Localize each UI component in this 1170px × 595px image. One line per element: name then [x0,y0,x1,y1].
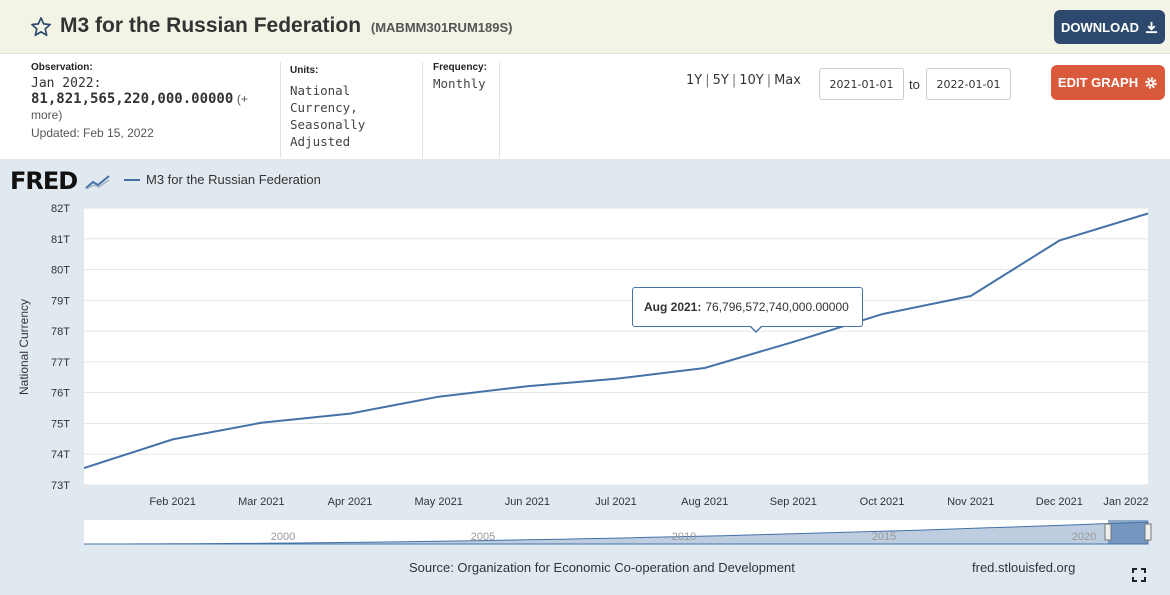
download-icon [1145,21,1158,33]
y-axis-label: National Currency [17,299,31,395]
range-max[interactable]: Max [774,73,801,88]
range-selector: 1Y | 5Y | 10Y | Max [686,73,801,88]
series-line[interactable] [83,212,1149,470]
fullscreen-icon[interactable] [1132,568,1146,582]
updated-date: Updated: Feb 15, 2022 [31,126,154,140]
divider [280,62,281,158]
units-value: National Currency, Seasonally Adjusted [290,83,366,149]
navigator-tick-label: 2020 [1072,531,1096,543]
fred-chart-icon [84,175,110,190]
star-outline-icon[interactable] [30,16,52,38]
y-tick-label: 78T [51,326,70,338]
series-id: (MABMM301RUM189S) [370,20,513,35]
y-tick-label: 73T [51,480,70,492]
navigator-series [84,521,1149,545]
navigator-handle-right[interactable] [1144,523,1152,541]
source-text: Source: Organization for Economic Co-ope… [409,560,795,575]
units-label: Units: [290,65,319,76]
range-5y[interactable]: 5Y [712,73,729,88]
range-1y[interactable]: 1Y [686,73,703,88]
x-tick-label: Mar 2021 [238,496,284,508]
x-tick-label: Dec 2021 [1036,496,1083,508]
download-button[interactable]: DOWNLOAD [1054,10,1165,44]
y-tick-label: 79T [51,295,70,307]
fred-logo-text: FRED [10,167,78,195]
x-tick-label: Apr 2021 [328,496,373,508]
navigator-tick-label: 2000 [271,531,295,543]
edit-graph-button[interactable]: EDIT GRAPH [1051,65,1165,100]
download-label: DOWNLOAD [1061,19,1139,35]
start-date-input[interactable]: 2021-01-01 [819,68,904,100]
navigator-tick-label: 2005 [471,531,495,543]
plot-area [84,208,1148,485]
chart-legend[interactable]: M3 for the Russian Federation [124,172,321,187]
x-tick-label: Nov 2021 [947,496,994,508]
x-tick-label: Jun 2021 [505,496,550,508]
y-tick-label: 74T [51,449,70,461]
y-tick-label: 82T [51,203,70,215]
y-tick-label: 75T [51,418,70,430]
fred-url[interactable]: fred.stlouisfed.org [972,560,1076,575]
divider [422,62,423,158]
observation-value: 81,821,565,220,000.00000 [31,91,234,107]
edit-graph-label: EDIT GRAPH [1057,75,1139,90]
x-tick-label: Feb 2021 [149,496,195,508]
observation-period: Jan 2022: [31,76,102,91]
range-10y[interactable]: 10Y [739,73,764,88]
observation-block: Observation: Jan 2022: 81,821,565,220,00… [31,62,276,140]
navigator-tick-label: 2015 [872,531,896,543]
series-title: M3 for the Russian Federation [60,14,362,37]
fred-logo: FRED [10,167,111,195]
frequency-block: Frequency: Monthly [433,62,503,91]
more-link[interactable]: (+ more) [31,92,248,122]
navigator-handle-left[interactable] [1104,523,1112,541]
observation-label: Observation: [31,62,93,73]
divider [499,62,500,158]
navigator[interactable] [84,520,1148,544]
navigator-selection[interactable] [1108,520,1148,544]
gear-icon [1145,76,1157,89]
tooltip-arrow-inner [750,325,762,331]
legend-swatch [124,178,140,181]
y-tick-label: 80T [51,265,70,277]
frequency-value: Monthly [433,76,486,91]
navigator-tick-label: 2010 [672,531,696,543]
header-bar: M3 for the Russian Federation (MABMM301R… [0,0,1170,54]
x-tick-label: May 2021 [415,496,463,508]
x-tick-label: Jan 2022 [1103,496,1148,508]
x-tick-label: Jul 2021 [595,496,637,508]
tooltip-label: Aug 2021: [644,300,702,314]
y-tick-label: 81T [51,234,70,246]
to-label: to [909,77,920,92]
end-date-input[interactable]: 2022-01-01 [926,68,1011,100]
y-tick-label: 77T [51,357,70,369]
x-tick-label: Oct 2021 [860,496,905,508]
x-tick-label: Sep 2021 [770,496,817,508]
chart-tooltip: Aug 2021: 76,796,572,740,000.00000 [632,287,863,327]
frequency-label: Frequency: [433,62,487,73]
tooltip-value: 76,796,572,740,000.00000 [705,300,849,314]
units-block: Units: National Currency, Seasonally Adj… [290,62,420,150]
page-title: M3 for the Russian Federation (MABMM301R… [60,14,512,38]
legend-label: M3 for the Russian Federation [146,172,321,187]
y-tick-label: 76T [51,388,70,400]
x-tick-label: Aug 2021 [681,496,728,508]
